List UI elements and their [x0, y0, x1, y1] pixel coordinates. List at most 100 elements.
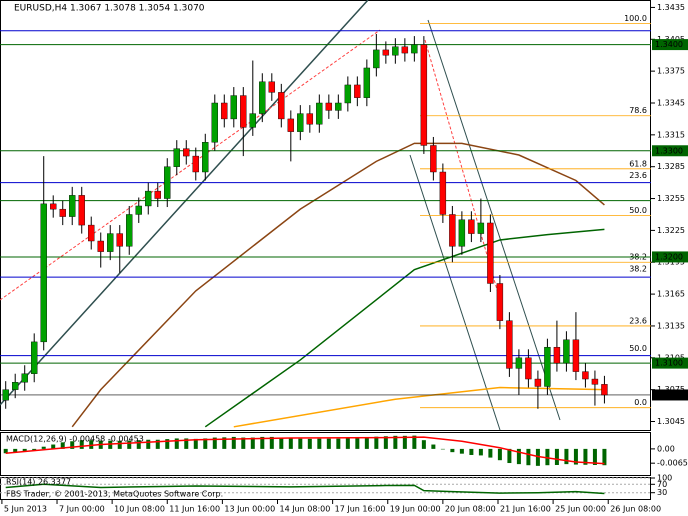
macd-bar	[554, 448, 559, 465]
macd-bar	[383, 436, 388, 449]
trend-line	[0, 0, 369, 406]
macd-bar	[364, 437, 369, 449]
macd-bar	[573, 448, 578, 465]
y-tick-label: 1.3285	[657, 162, 685, 171]
macd-bar	[459, 448, 464, 454]
macd-bar	[507, 448, 512, 464]
macd-bar	[269, 436, 274, 449]
candle-body	[183, 148, 190, 157]
price-tag-label: 1.3070	[655, 390, 683, 399]
price-tag-label: 1.3400	[655, 40, 683, 49]
candle-body	[31, 341, 38, 374]
y-tick-label: 1.3255	[657, 194, 685, 203]
macd-bar	[155, 439, 160, 449]
macd-bar	[60, 442, 65, 449]
x-tick-label: 21 Jun 16:00	[500, 505, 551, 514]
x-tick-label: 26 Jun 08:00	[610, 505, 661, 514]
fib-label: 50.0	[629, 344, 647, 353]
fib-label: 50.0	[629, 206, 647, 215]
candle-body	[306, 113, 314, 125]
x-tick-label: 5 Jun 2013	[4, 505, 47, 514]
macd-bar	[146, 439, 151, 449]
macd-bar	[174, 438, 179, 449]
y-tick-label: 0.00	[657, 444, 675, 453]
candle-body	[59, 208, 66, 217]
candle-body	[21, 373, 28, 383]
moving-average	[71, 142, 605, 428]
macd-bar	[184, 438, 189, 449]
candle-body	[477, 222, 485, 234]
candle-body	[401, 46, 409, 54]
candle-body	[249, 113, 256, 128]
candle-body	[525, 357, 532, 380]
candle-body	[506, 320, 513, 369]
macd-bar	[165, 439, 170, 449]
price-tag	[652, 145, 688, 157]
y-tick-label: 1.3135	[657, 321, 685, 330]
y-tick-label: 1.3315	[657, 130, 685, 139]
candle-body	[268, 81, 276, 93]
y-tick-label: 100	[657, 474, 672, 483]
candle-body	[40, 203, 47, 343]
candle-body	[515, 357, 523, 369]
candle-body	[411, 44, 418, 54]
macd-bar	[79, 440, 84, 449]
candle-body	[458, 219, 466, 247]
macd-bar	[336, 438, 341, 449]
candle-body	[354, 84, 361, 98]
candle-body	[192, 155, 199, 173]
price-tag	[652, 389, 688, 401]
macd-bar	[583, 448, 588, 465]
candle-body	[12, 382, 19, 390]
macd-bar	[241, 437, 246, 449]
candle-body	[202, 142, 209, 173]
candle-body	[430, 145, 437, 173]
rsi-line	[5, 483, 605, 495]
candle-body	[468, 219, 475, 234]
candle-body	[116, 233, 123, 247]
candle-body	[392, 46, 399, 56]
macd-bar	[231, 436, 236, 449]
macd-bar	[203, 438, 208, 449]
macd-bar	[127, 440, 132, 449]
candle-body	[107, 233, 114, 252]
macd-bar	[393, 435, 398, 449]
price-tag-label: 1.3100	[655, 359, 683, 368]
candle-body	[544, 346, 551, 387]
macd-bar	[32, 448, 37, 450]
macd-bar	[412, 435, 417, 449]
y-tick-label: 1.3045	[657, 417, 685, 426]
candle-body	[487, 222, 494, 284]
candle-body	[164, 166, 171, 199]
candle-body	[449, 214, 456, 247]
candle-body	[88, 224, 95, 242]
macd-bar	[545, 448, 550, 466]
price-tag-label: 1.3200	[655, 252, 683, 261]
macd-bar	[136, 440, 141, 449]
macd-bar	[564, 448, 569, 465]
candle-body	[50, 203, 57, 210]
candle-body	[2, 389, 9, 401]
candle-body	[173, 148, 180, 167]
macd-bar	[592, 448, 597, 465]
macd-bar	[288, 438, 293, 449]
macd-bar	[13, 448, 18, 453]
macd-bar	[478, 448, 483, 456]
x-tick-label: 14 Jun 08:00	[280, 505, 331, 514]
y-tick-label: 1.3435	[657, 3, 685, 12]
macd-title: MACD(12,26,9) -0.00458 -0.00453	[6, 435, 144, 444]
x-tick-label: 13 Jun 00:00	[224, 505, 275, 514]
candle-body	[496, 283, 504, 321]
candle-body	[221, 102, 228, 120]
y-tick-label: 30	[657, 488, 667, 497]
macd-bar	[22, 448, 27, 452]
macd-bar	[222, 437, 227, 449]
candle-body	[126, 214, 133, 247]
macd-bar	[497, 448, 502, 461]
x-tick-label: 25 Jun 00:00	[555, 505, 606, 514]
x-tick-label: 20 Jun 08:00	[445, 505, 496, 514]
candle-body	[534, 378, 542, 387]
x-tick-label: 11 Jun 16:00	[169, 505, 220, 514]
macd-bar	[345, 438, 350, 449]
macd-bar	[488, 448, 493, 458]
